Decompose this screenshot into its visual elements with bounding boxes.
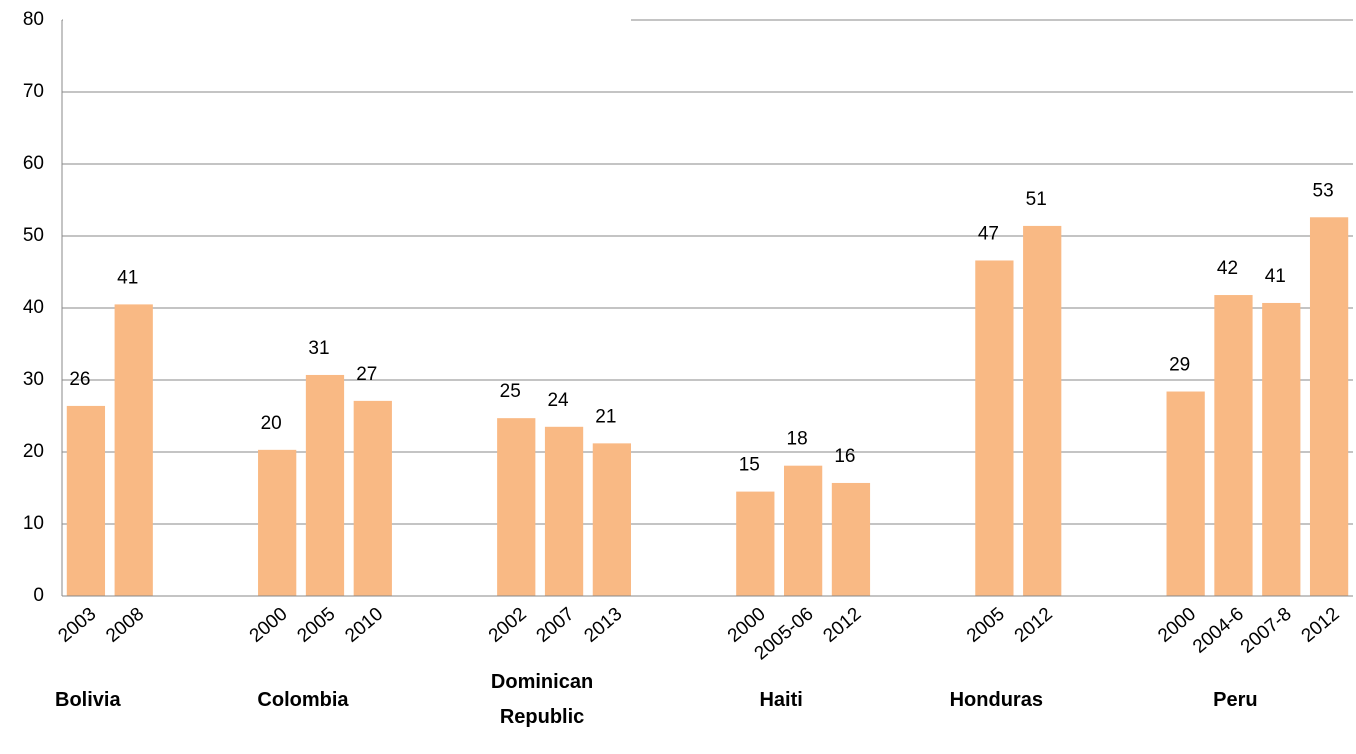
bar [66, 405, 106, 596]
data-label: 27 [356, 364, 377, 385]
bar [353, 400, 392, 596]
y-tick-label: 40 [23, 297, 44, 318]
y-tick-label: 50 [23, 225, 44, 246]
group-label: Honduras [949, 688, 1043, 711]
bar [497, 418, 536, 596]
data-label: 15 [739, 455, 760, 476]
title-mask [63, 0, 631, 24]
data-label: 24 [547, 390, 569, 411]
x-tick-label: 2008 [102, 604, 148, 647]
y-tick-label: 0 [33, 585, 44, 606]
bar [305, 374, 345, 596]
y-tick-label: 60 [23, 153, 44, 174]
bar [831, 482, 871, 596]
x-tick-label: 2007-8 [1237, 604, 1296, 658]
x-tick-label: 2012 [1298, 604, 1344, 647]
x-tick-label: 2007 [533, 604, 579, 647]
x-tick-label: 2005 [963, 604, 1009, 647]
data-label: 29 [1169, 355, 1190, 376]
x-tick-label: 2005 [294, 604, 340, 647]
bar [736, 491, 775, 596]
bar [1023, 225, 1062, 597]
data-label: 25 [500, 381, 521, 402]
bar [592, 443, 631, 596]
data-label: 26 [69, 369, 90, 390]
group-label: Colombia [257, 688, 349, 711]
data-label: 42 [1217, 258, 1238, 279]
bar [1262, 302, 1301, 596]
y-tick-label: 10 [23, 513, 44, 534]
data-label: 51 [1026, 189, 1047, 210]
y-tick-label: 30 [23, 369, 44, 390]
bar [114, 304, 153, 596]
data-label: 41 [1265, 266, 1286, 287]
group-label: Bolivia [55, 688, 121, 711]
x-tick-label: 2013 [580, 604, 626, 647]
x-tick-label: 2010 [341, 604, 387, 647]
group-label: Peru [1213, 688, 1258, 711]
data-label: 53 [1313, 180, 1334, 201]
x-tick-label: 2012 [1011, 604, 1057, 647]
y-tick-label: 20 [23, 441, 44, 462]
group-label: Haiti [759, 688, 803, 711]
y-tick-label: 80 [23, 9, 44, 30]
data-label: 16 [834, 446, 855, 467]
data-label: 18 [787, 429, 808, 450]
bar [1309, 217, 1349, 596]
bar [975, 260, 1014, 596]
x-tick-label: 2003 [54, 604, 100, 647]
data-label: 41 [117, 267, 138, 288]
group-label: Dominican Republic [490, 671, 594, 728]
x-tick-label: 2002 [485, 604, 531, 647]
bar [784, 465, 823, 596]
bar [544, 426, 584, 596]
bar [258, 449, 297, 596]
data-label: 47 [978, 223, 999, 244]
data-label: 31 [308, 338, 329, 359]
y-tick-label: 70 [23, 81, 44, 102]
bar [1214, 295, 1253, 596]
x-tick-label: 2000 [246, 604, 292, 647]
data-label: 21 [595, 406, 616, 427]
data-label: 20 [261, 413, 282, 434]
x-tick-label: 2004-6 [1189, 604, 1248, 658]
bar [1166, 391, 1205, 596]
x-tick-label: 2012 [819, 604, 865, 647]
